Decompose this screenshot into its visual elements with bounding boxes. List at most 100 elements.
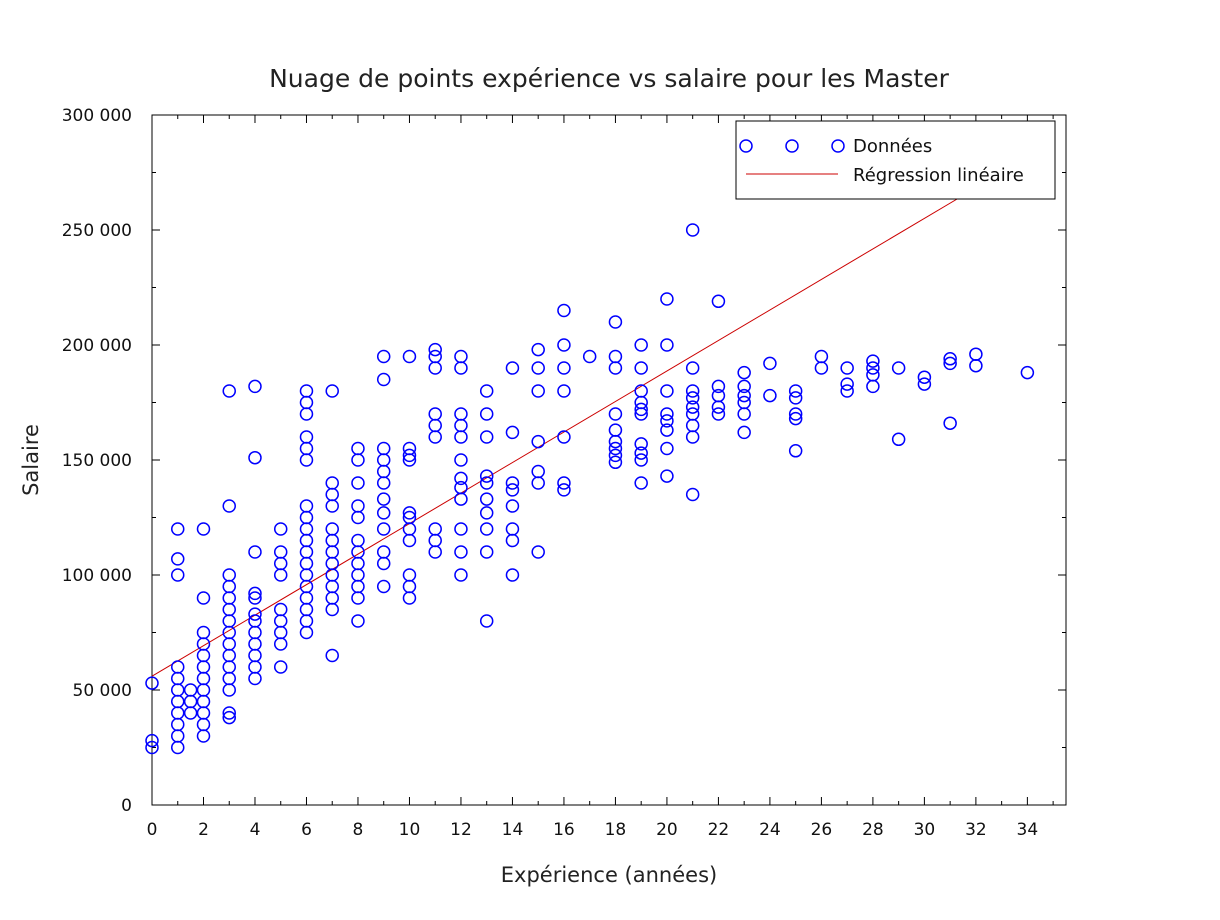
- data-point: [685, 361, 700, 375]
- data-point: [170, 671, 185, 686]
- data-point: [325, 522, 339, 536]
- data-point: [891, 432, 906, 447]
- data-point: [273, 625, 288, 640]
- data-point: [634, 338, 648, 352]
- data-point: [299, 568, 314, 582]
- data-point: [634, 437, 648, 451]
- data-point: [299, 510, 314, 525]
- x-tick-label: 26: [811, 820, 833, 840]
- data-point: [351, 499, 365, 513]
- data-point: [325, 556, 339, 571]
- data-point: [711, 407, 726, 421]
- x-tick-label: 0: [147, 820, 158, 840]
- data-point: [170, 729, 185, 743]
- data-point: [479, 384, 494, 398]
- data-point: [634, 453, 648, 467]
- y-tick-label: 200 000: [62, 336, 132, 356]
- data-point: [273, 614, 288, 628]
- data-point: [608, 434, 623, 449]
- data-point: [325, 487, 339, 502]
- data-point: [402, 441, 417, 456]
- data-point: [183, 683, 198, 697]
- data-point: [840, 377, 854, 391]
- data-point: [557, 483, 571, 497]
- data-point: [634, 402, 648, 417]
- data-point: [608, 455, 623, 470]
- data-point: [608, 315, 623, 329]
- data-point: [685, 384, 700, 398]
- legend-marker-points: [739, 139, 753, 153]
- data-point: [376, 464, 391, 479]
- data-point: [402, 522, 417, 536]
- data-point: [222, 710, 236, 725]
- data-point: [299, 453, 314, 467]
- data-point: [325, 499, 339, 513]
- data-point: [196, 683, 211, 697]
- data-point: [737, 407, 751, 421]
- data-point: [325, 602, 339, 617]
- x-tick-label: 14: [502, 820, 524, 840]
- data-point: [505, 499, 520, 513]
- data-point: [685, 487, 700, 502]
- data-point: [196, 671, 211, 686]
- data-point: [376, 522, 391, 536]
- data-point: [376, 372, 391, 387]
- data-point: [402, 533, 417, 548]
- data-point: [814, 361, 829, 375]
- data-point: [634, 395, 648, 410]
- data-point: [196, 694, 211, 709]
- data-point: [479, 492, 494, 506]
- data-point: [866, 361, 880, 375]
- data-point: [351, 476, 365, 490]
- data-point: [454, 361, 468, 375]
- data-point: [145, 676, 159, 690]
- data-point: [196, 660, 211, 674]
- data-point: [788, 444, 803, 458]
- data-point: [505, 533, 520, 548]
- data-point: [943, 356, 957, 371]
- data-point: [325, 533, 339, 548]
- data-point: [454, 480, 468, 495]
- data-point: [479, 469, 494, 483]
- data-point: [222, 637, 236, 651]
- data-point: [248, 637, 262, 651]
- data-point: [248, 660, 262, 674]
- data-point: [248, 671, 262, 686]
- data-point: [814, 349, 829, 364]
- x-tick-label: 34: [1017, 820, 1039, 840]
- legend-label-points: Données: [853, 136, 932, 157]
- data-point: [170, 717, 185, 732]
- data-point: [273, 568, 288, 582]
- data-point: [299, 602, 314, 617]
- data-point: [248, 625, 262, 640]
- data-point: [299, 384, 314, 398]
- data-point: [376, 453, 391, 467]
- x-tick-label: 12: [450, 820, 472, 840]
- data-point: [685, 407, 700, 421]
- data-point: [248, 607, 262, 621]
- data-point: [505, 361, 520, 375]
- data-point: [608, 349, 623, 364]
- data-point: [788, 411, 803, 426]
- data-point: [222, 660, 236, 674]
- data-point: [376, 506, 391, 520]
- data-point: [196, 706, 211, 720]
- data-point: [608, 361, 623, 375]
- data-point: [634, 361, 648, 375]
- data-point: [711, 388, 726, 403]
- data-point: [428, 342, 442, 357]
- data-point: [428, 522, 442, 536]
- data-point: [969, 347, 983, 361]
- data-point: [428, 407, 442, 421]
- data-point: [299, 579, 314, 594]
- data-point: [376, 476, 391, 490]
- data-point: [222, 671, 236, 686]
- data-point: [840, 361, 854, 375]
- data-point: [557, 430, 571, 444]
- data-point: [402, 506, 417, 520]
- data-point: [325, 476, 339, 490]
- data-point: [479, 407, 494, 421]
- data-point: [711, 294, 726, 309]
- data-point: [402, 579, 417, 594]
